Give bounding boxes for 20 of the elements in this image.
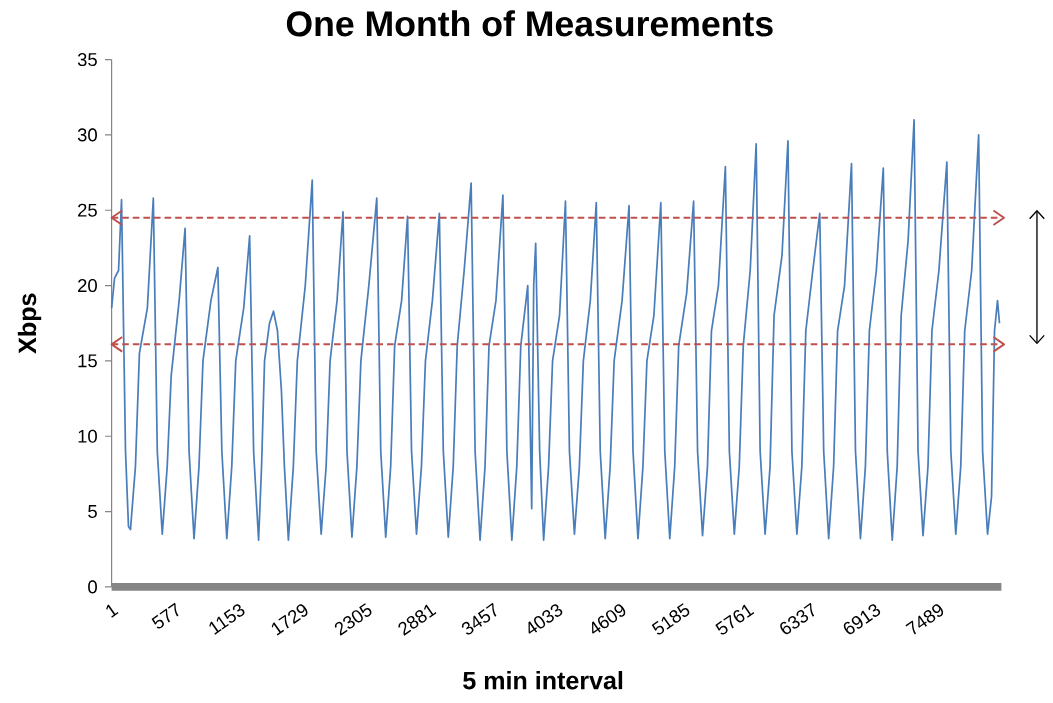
y-tick-label: 25 xyxy=(78,203,97,217)
x-tick-label: 4033 xyxy=(528,604,563,634)
y-tick-label: 0 xyxy=(88,580,97,594)
x-tick-label: 1153 xyxy=(209,604,245,635)
x-tick-label: 577 xyxy=(151,602,179,629)
y-tick-label: 15 xyxy=(78,354,97,368)
chart-title: One Month of Measurements xyxy=(286,10,773,37)
line-series xyxy=(110,118,1001,541)
y-axis-title: Xbps xyxy=(17,293,42,354)
x-tick-label: 5761 xyxy=(715,604,755,635)
y-tick-label: 30 xyxy=(77,128,97,142)
y-tick-label: 5 xyxy=(88,505,97,518)
x-tick-label: 6913 xyxy=(843,604,881,635)
y-tick-label: 20 xyxy=(78,278,97,293)
y-tick-label: 10 xyxy=(78,429,97,443)
x-axis-title: 5 min interval xyxy=(463,670,623,690)
x-tick-label: 1 xyxy=(106,604,119,618)
y-tick-label: 35 xyxy=(77,52,97,67)
x-tick-label: 7489 xyxy=(905,604,944,635)
x-tick-label: 4609 xyxy=(592,604,626,634)
